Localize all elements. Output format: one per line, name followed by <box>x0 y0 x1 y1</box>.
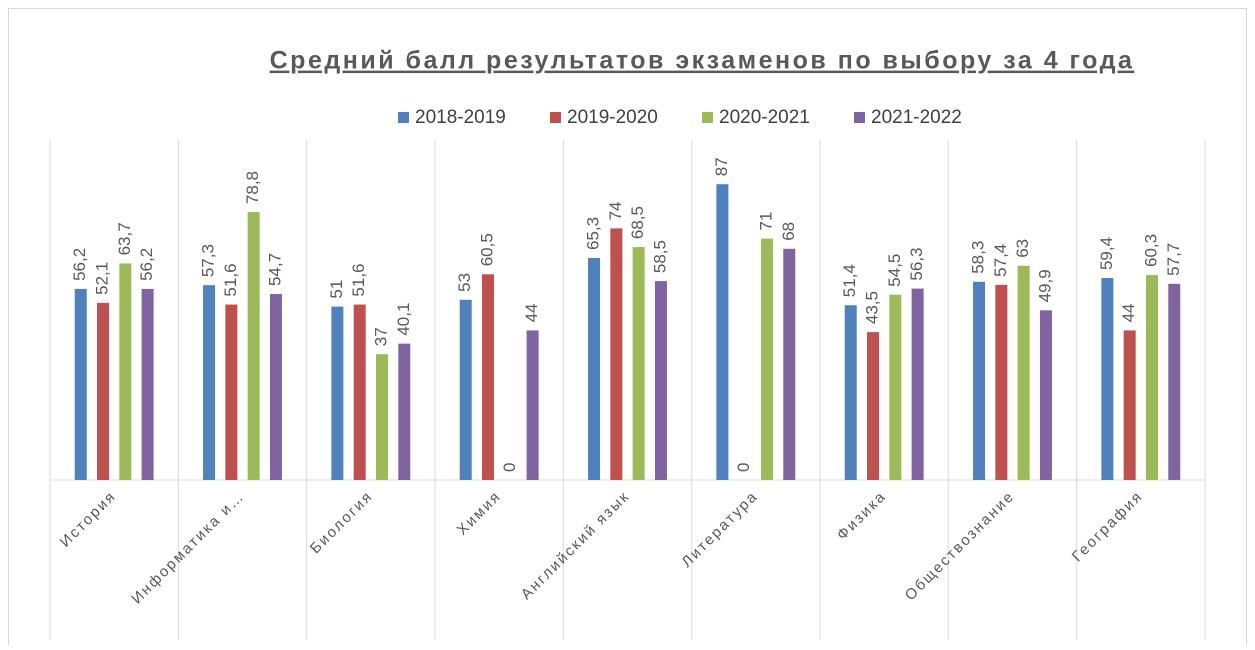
data-label: 58,3 <box>969 241 988 274</box>
data-label: 40,1 <box>394 303 413 336</box>
data-label: 57,7 <box>1164 243 1183 276</box>
chart-title: Средний балл результатов экзаменов по вы… <box>270 47 1135 75</box>
bar <box>588 257 601 480</box>
legend-swatch <box>398 112 409 123</box>
bar <box>74 288 87 480</box>
data-label: 51 <box>327 280 346 299</box>
data-label: 56,2 <box>137 248 156 281</box>
legend-label: 2018-2019 <box>415 107 506 128</box>
bar <box>1145 274 1158 480</box>
data-label: 51,6 <box>221 263 240 296</box>
data-label: 51,6 <box>349 263 368 296</box>
bar <box>459 299 472 480</box>
data-label: 44 <box>1119 303 1138 322</box>
bar <box>654 281 667 480</box>
data-label: 60,3 <box>1141 234 1160 267</box>
bar <box>97 302 110 480</box>
data-label: 59,4 <box>1097 237 1116 270</box>
legend-label: 2021-2022 <box>871 107 962 128</box>
bar <box>760 238 773 480</box>
bar <box>867 332 880 480</box>
bar <box>203 285 216 480</box>
data-label: 87 <box>712 157 731 176</box>
bar <box>141 288 154 480</box>
bar <box>1123 330 1136 480</box>
bar <box>995 284 1008 480</box>
data-label: 52,1 <box>93 262 112 295</box>
data-label: 58,5 <box>650 240 669 273</box>
data-label: 43,5 <box>863 291 882 324</box>
bar <box>375 354 388 480</box>
data-label: 49,9 <box>1035 269 1054 302</box>
bar <box>844 305 857 480</box>
bar <box>632 247 645 480</box>
data-label: 68 <box>779 222 798 241</box>
legend-label: 2019-2020 <box>567 107 658 128</box>
data-label: 56,3 <box>907 247 926 280</box>
data-label: 60,5 <box>478 233 497 266</box>
legend-swatch <box>550 112 561 123</box>
data-label: 44 <box>522 303 541 322</box>
data-label: 65,3 <box>584 217 603 250</box>
legend-swatch <box>702 112 713 123</box>
bar <box>716 184 729 480</box>
bar <box>398 343 411 480</box>
bar <box>1168 283 1181 480</box>
data-label: 54,7 <box>265 253 284 286</box>
data-label: 54,5 <box>885 254 904 287</box>
data-label: 57,3 <box>199 244 218 277</box>
bar <box>331 306 344 480</box>
data-label: 68,5 <box>628 206 647 239</box>
data-label: 0 <box>734 463 753 472</box>
data-label: 63 <box>1013 239 1032 258</box>
data-label: 57,4 <box>991 244 1010 277</box>
bar <box>1017 265 1030 480</box>
bar <box>610 228 623 480</box>
bar <box>911 288 924 480</box>
legend-label: 2020-2021 <box>719 107 810 128</box>
data-label: 53 <box>455 273 474 292</box>
data-label: 51,4 <box>840 264 859 297</box>
data-label: 56,2 <box>70 248 89 281</box>
bar <box>1101 278 1114 480</box>
bar <box>225 304 238 480</box>
data-label: 0 <box>500 463 519 472</box>
bar <box>973 281 986 480</box>
data-label: 78,8 <box>243 171 262 204</box>
bar <box>269 294 282 480</box>
data-label: 71 <box>756 212 775 231</box>
data-label: 37 <box>371 327 390 346</box>
bar <box>119 263 132 480</box>
data-label: 74 <box>606 201 625 220</box>
bar <box>783 248 796 480</box>
bar <box>353 304 366 480</box>
bar <box>1039 310 1052 480</box>
bar <box>247 212 260 480</box>
bar <box>526 330 539 480</box>
data-label: 63,7 <box>115 222 134 255</box>
legend-swatch <box>854 112 865 123</box>
bar <box>889 294 902 480</box>
bar <box>482 274 495 480</box>
